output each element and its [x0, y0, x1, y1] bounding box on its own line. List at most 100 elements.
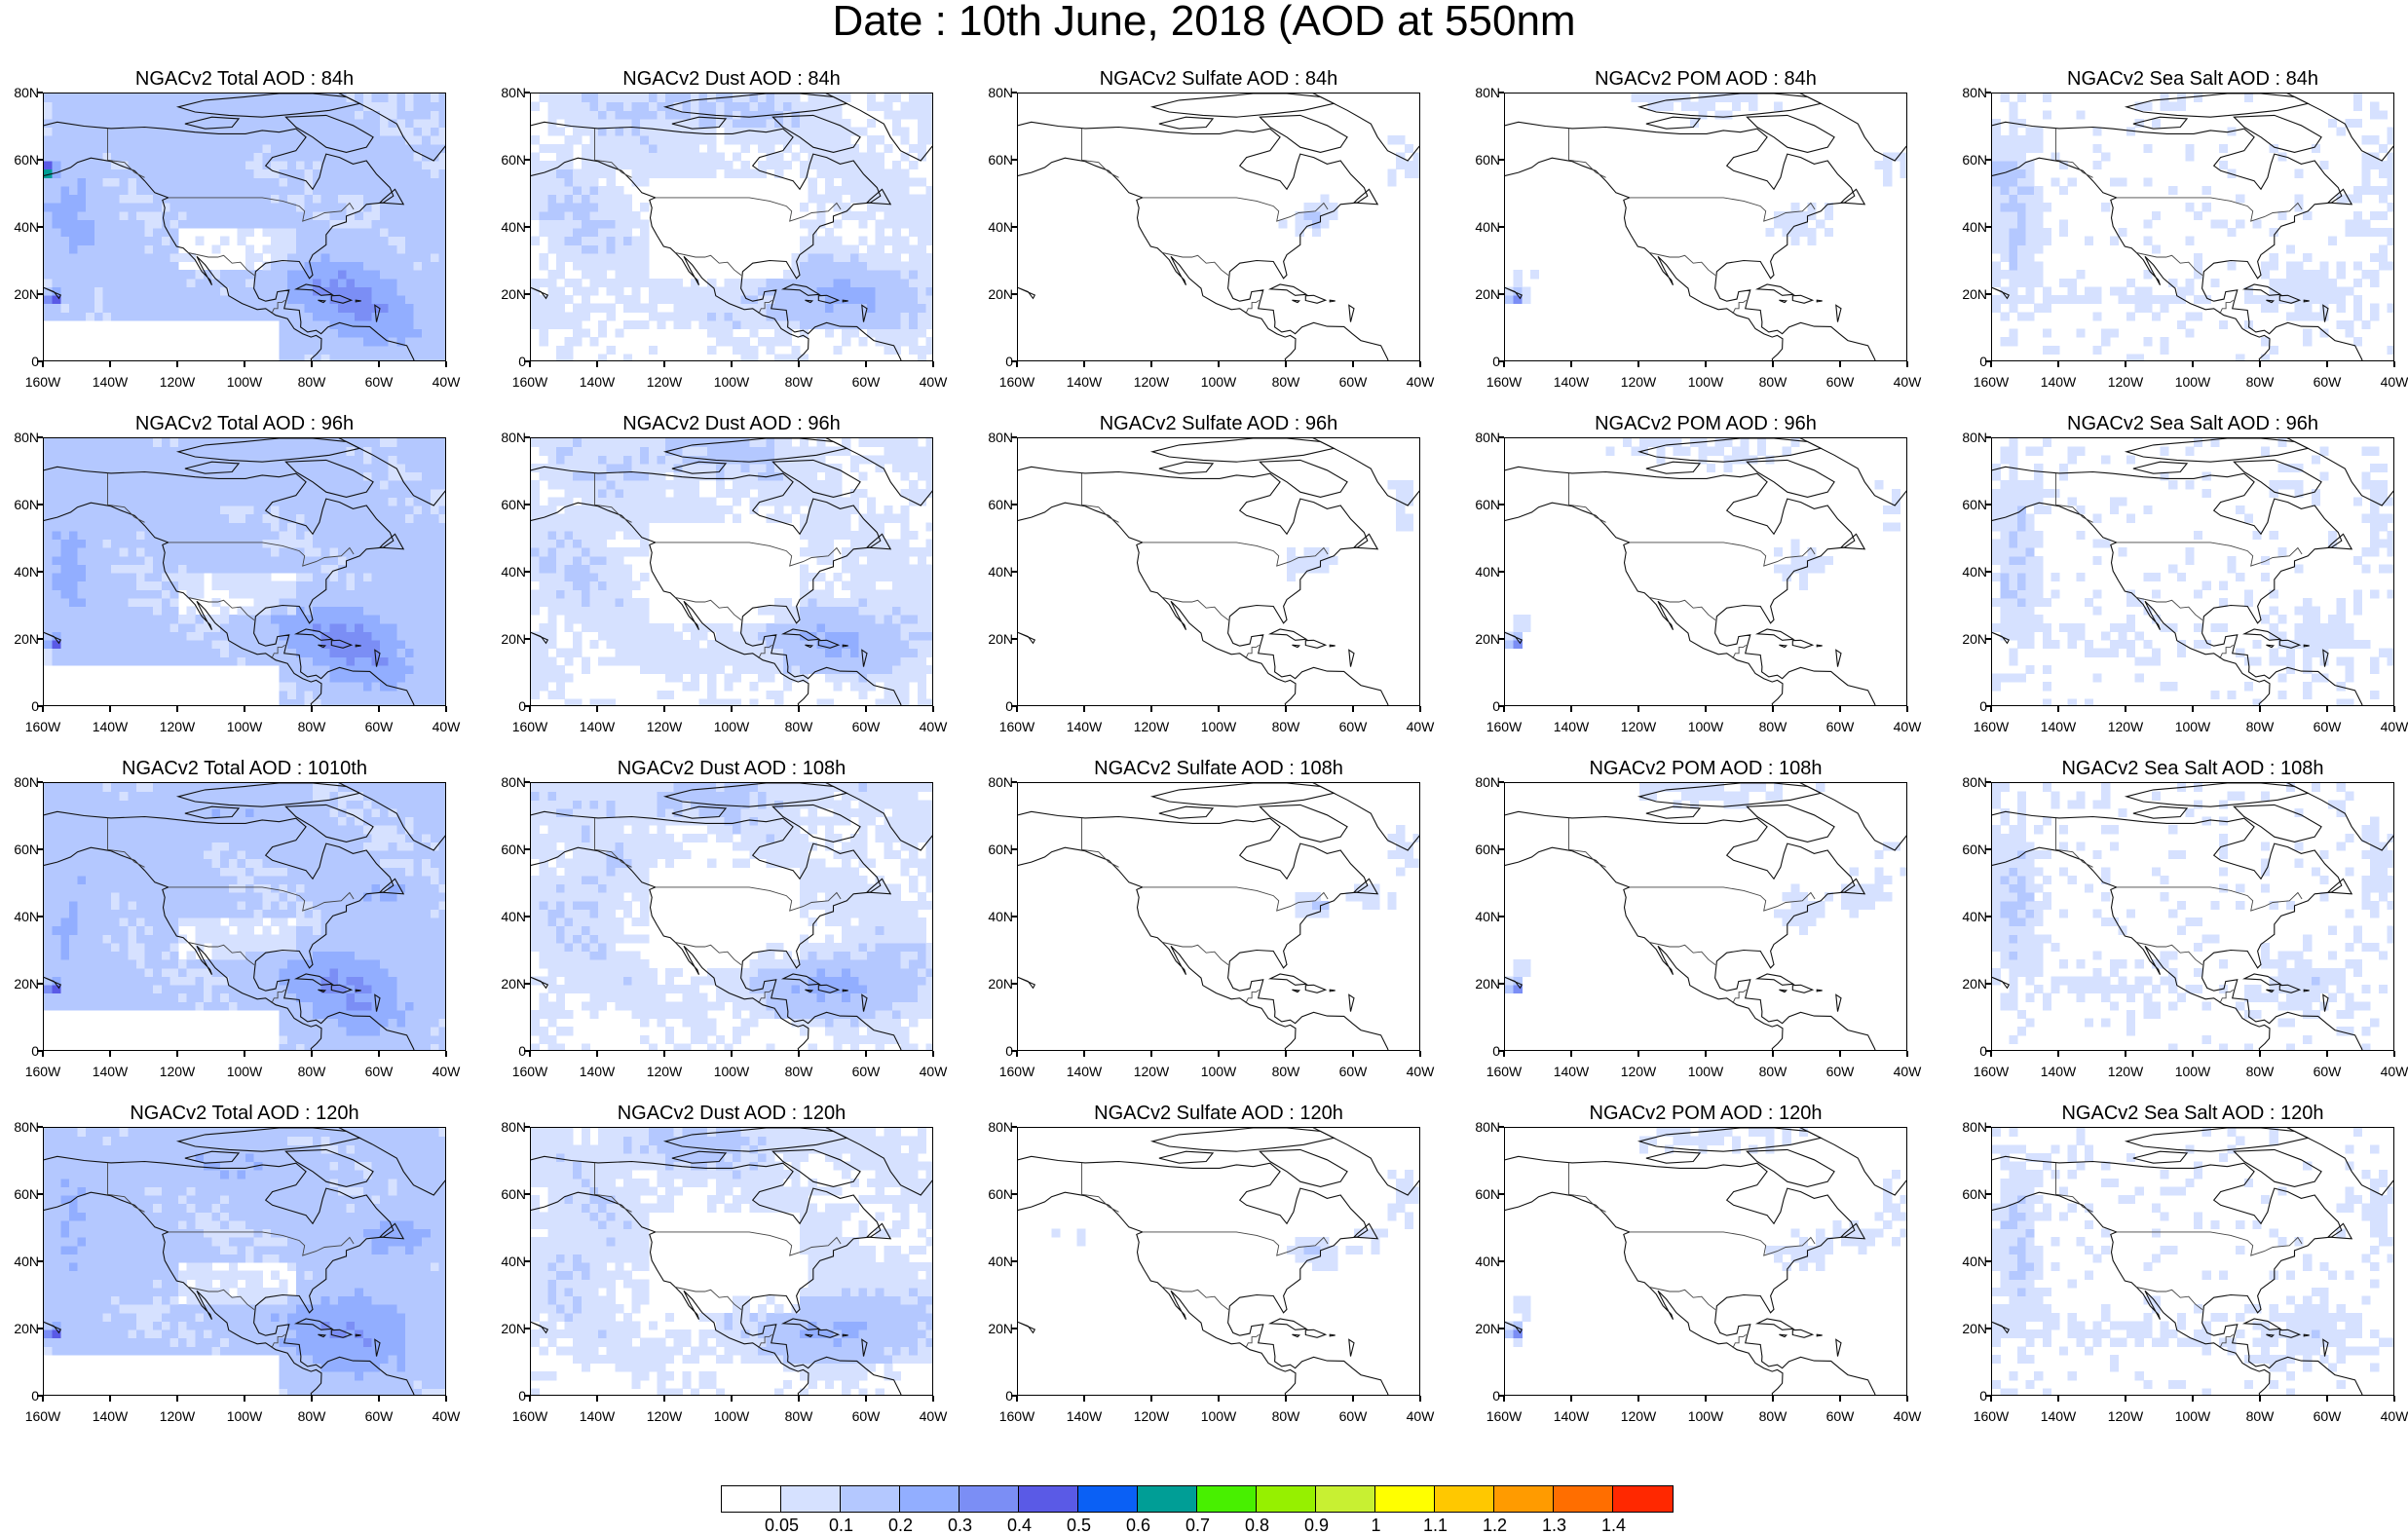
lon-tick-label: 80W — [1750, 1409, 1796, 1423]
lon-tick — [244, 1051, 245, 1057]
lon-tick — [1839, 361, 1841, 367]
lon-tick — [1839, 1051, 1841, 1057]
lon-tick — [1570, 361, 1572, 367]
lat-tick-label: 20N — [978, 1322, 1013, 1335]
lon-tick-label: 100W — [221, 1409, 268, 1423]
aod-map — [44, 438, 446, 706]
coastline — [1780, 1334, 1787, 1336]
lat-tick-label: 60N — [491, 498, 526, 511]
panel-title: NGACv2 Dust AOD : 96h — [530, 413, 933, 434]
lat-tick — [524, 638, 530, 640]
lat-tick-label: 20N — [491, 977, 526, 991]
lon-tick — [2326, 361, 2328, 367]
lat-tick — [37, 781, 43, 783]
lat-tick-label: 60N — [491, 153, 526, 167]
lon-tick — [529, 1396, 531, 1402]
lat-tick — [1011, 436, 1017, 438]
lon-tick-label: 140W — [1548, 1409, 1595, 1423]
lat-tick — [1985, 571, 1991, 573]
lon-tick — [42, 1051, 44, 1057]
lat-tick — [37, 159, 43, 161]
colorbar-label: 0.8 — [1228, 1516, 1287, 1534]
lon-tick-label: 120W — [1128, 1065, 1175, 1078]
border-line — [1649, 598, 1715, 620]
lat-tick-label: 20N — [1465, 287, 1500, 301]
coastline — [1152, 94, 1334, 117]
coastline — [1018, 632, 1035, 643]
lon-tick-label: 140W — [574, 720, 621, 733]
lon-tick-label: 80W — [1262, 375, 1309, 389]
map-frame — [1017, 437, 1420, 706]
lon-tick-label: 160W — [1481, 720, 1527, 733]
coastline — [1305, 985, 1325, 992]
lon-tick-label: 80W — [1262, 720, 1309, 733]
lon-tick-label: 80W — [775, 375, 822, 389]
lat-tick-label: 0 — [491, 699, 526, 713]
lat-tick-label: 80N — [978, 775, 1013, 789]
lon-tick — [1218, 706, 1220, 712]
lon-tick-label: 40W — [2371, 1065, 2408, 1078]
lon-tick-label: 100W — [1682, 375, 1729, 389]
lon-tick-label: 100W — [221, 720, 268, 733]
lon-tick — [1218, 361, 1220, 367]
lat-tick — [1498, 571, 1504, 573]
lon-tick-label: 140W — [87, 375, 133, 389]
lat-tick — [1985, 1260, 1991, 1262]
lon-tick-label: 60W — [356, 1409, 402, 1423]
lat-tick-label: 60N — [491, 1187, 526, 1201]
lon-tick-label: 40W — [2371, 1409, 2408, 1423]
lat-tick-label: 20N — [491, 287, 526, 301]
lon-tick-label: 40W — [1884, 375, 1931, 389]
aod-map — [1505, 438, 1907, 706]
coastline — [1817, 990, 1823, 992]
lon-tick-label: 100W — [1195, 1409, 1242, 1423]
lon-tick-label: 100W — [708, 1409, 755, 1423]
panel-title: NGACv2 POM AOD : 96h — [1504, 413, 1907, 434]
lon-tick — [1906, 1051, 1908, 1057]
lon-tick — [1705, 706, 1707, 712]
lon-tick-label: 80W — [1750, 1065, 1796, 1078]
lon-tick-label: 120W — [641, 375, 688, 389]
lon-tick — [932, 1396, 934, 1402]
aod-map — [1992, 94, 2394, 361]
panel-title: NGACv2 POM AOD : 120h — [1504, 1103, 1907, 1124]
lat-tick-label: 20N — [1952, 632, 1987, 646]
lat-tick-label: 20N — [1952, 287, 1987, 301]
map-frame — [530, 1127, 933, 1396]
lon-tick-label: 140W — [2035, 720, 2082, 733]
lon-tick — [176, 1396, 178, 1402]
lon-tick — [2393, 1051, 2395, 1057]
lon-tick-label: 160W — [1968, 375, 2014, 389]
coastline — [1646, 462, 1700, 473]
lon-tick-label: 160W — [507, 1409, 553, 1423]
lat-tick-label: 0 — [1465, 699, 1500, 713]
lat-tick — [1985, 983, 1991, 985]
coastline — [1349, 994, 1354, 1011]
lat-tick-label: 40N — [1952, 565, 1987, 579]
lat-tick — [1498, 92, 1504, 94]
lat-tick — [1985, 1193, 1991, 1195]
lon-tick-label: 120W — [154, 375, 201, 389]
coastline — [1757, 1319, 1793, 1329]
lon-tick-label: 160W — [19, 1409, 66, 1423]
lon-tick-label: 100W — [1682, 720, 1729, 733]
lat-tick — [37, 436, 43, 438]
lon-tick — [445, 706, 447, 712]
lon-tick — [2393, 1396, 2395, 1402]
lat-tick — [1498, 504, 1504, 505]
border-line — [1733, 1334, 1747, 1348]
lon-tick — [1705, 1396, 1707, 1402]
lat-tick-label: 80N — [491, 775, 526, 789]
lon-tick-label: 160W — [994, 720, 1040, 733]
lon-tick — [244, 706, 245, 712]
lat-tick-label: 20N — [4, 287, 39, 301]
panel-title: NGACv2 Sea Salt AOD : 84h — [1991, 68, 2394, 90]
lat-tick-label: 60N — [1952, 498, 1987, 511]
panel-title: NGACv2 Sulfate AOD : 120h — [1017, 1103, 1420, 1124]
map-frame — [1991, 437, 2394, 706]
border-line — [1246, 990, 1260, 1003]
coastline — [1836, 1339, 1841, 1356]
